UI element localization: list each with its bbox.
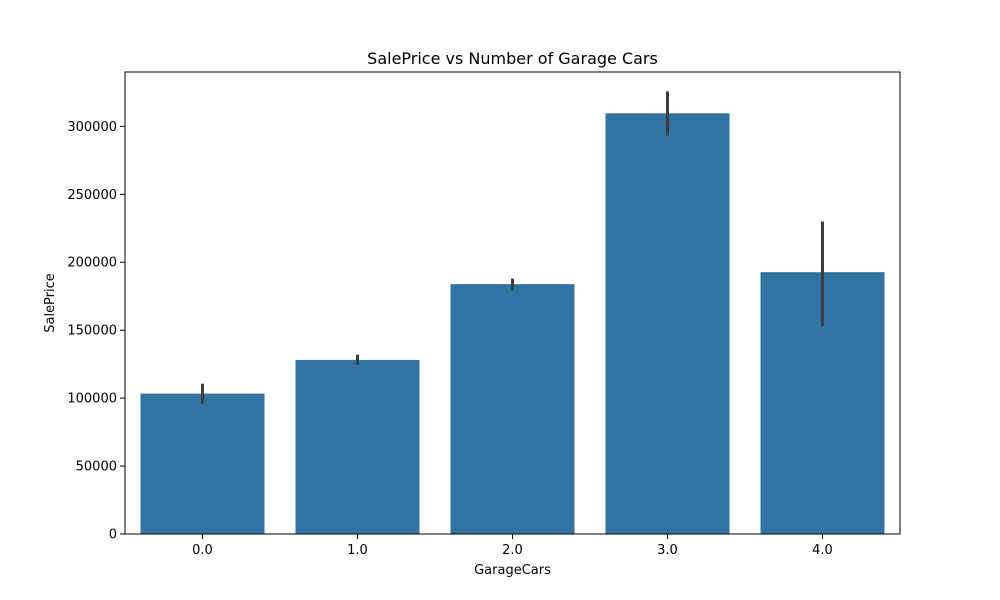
x-tick-label: 4.0 bbox=[812, 543, 833, 558]
y-tick-label: 300000 bbox=[67, 120, 117, 135]
bar-3-0 bbox=[605, 113, 730, 535]
y-tick-label: 250000 bbox=[67, 188, 117, 203]
y-tick-label: 0 bbox=[109, 528, 117, 543]
x-axis-label: GarageCars bbox=[474, 563, 551, 578]
y-tick-label: 50000 bbox=[76, 460, 117, 475]
y-tick-label: 200000 bbox=[67, 256, 117, 271]
x-tick-label: 1.0 bbox=[347, 543, 368, 558]
y-tick-label: 150000 bbox=[67, 324, 117, 339]
x-tick-label: 2.0 bbox=[502, 543, 523, 558]
y-axis-label: SalePrice bbox=[43, 273, 58, 333]
bars-group bbox=[140, 113, 885, 535]
bar-1-0 bbox=[295, 359, 420, 534]
bar-0-0 bbox=[140, 393, 265, 534]
x-axis: 0.0 1.0 2.0 3.0 4.0 bbox=[192, 534, 833, 558]
error-bars-group bbox=[201, 91, 824, 404]
chart-title: SalePrice vs Number of Garage Cars bbox=[367, 49, 658, 68]
y-axis: 0 50000 100000 150000 200000 250000 300000 bbox=[67, 120, 125, 543]
x-tick-label: 0.0 bbox=[192, 543, 213, 558]
bar-2-0 bbox=[450, 284, 575, 534]
y-tick-label: 100000 bbox=[67, 392, 117, 407]
x-tick-label: 3.0 bbox=[657, 543, 678, 558]
